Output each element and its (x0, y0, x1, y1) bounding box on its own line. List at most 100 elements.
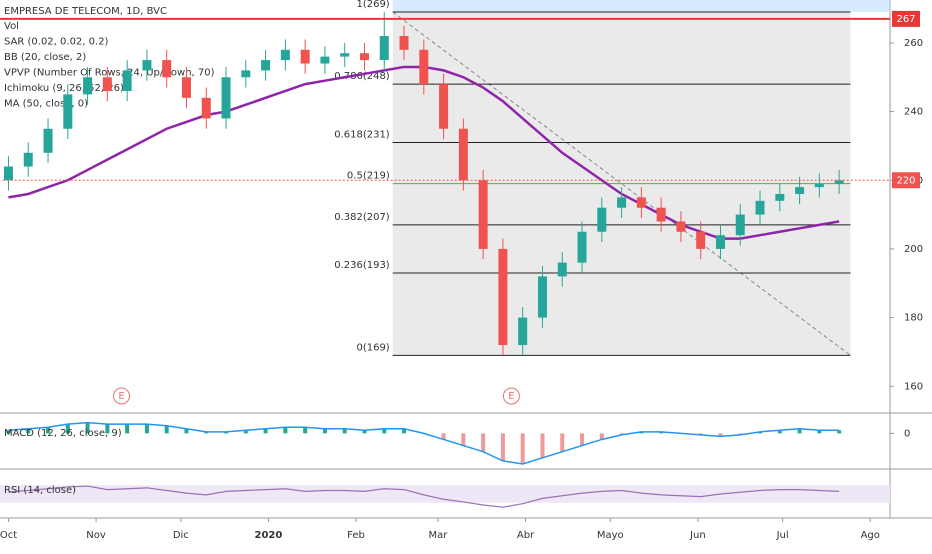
x-tick-label: Abr (517, 530, 535, 541)
candle-body (23, 152, 33, 167)
macd-bar (26, 428, 31, 434)
x-tick-label: Oct (0, 530, 17, 541)
candle-body (775, 193, 785, 201)
indicator-label: BB (20, close, 2) (4, 52, 86, 63)
x-tick-label: Dic (173, 530, 189, 541)
fib-label: 0(169) (356, 342, 389, 353)
macd-bar (599, 433, 604, 440)
macd-bar (817, 430, 822, 434)
macd-bar (382, 428, 387, 434)
macd-bar (500, 433, 505, 461)
candle-body (537, 276, 547, 318)
macd-bar (619, 433, 624, 435)
candle-body (340, 53, 350, 57)
macd-bar (283, 427, 288, 434)
macd-bar (184, 428, 189, 434)
indicator-label: SAR (0.02, 0.02, 0.2) (4, 37, 109, 48)
candle-body (478, 180, 488, 249)
candle-body (636, 197, 646, 208)
x-tick-label: Mar (428, 530, 448, 541)
macd-label: MACD (12, 26, close, 9) (4, 428, 122, 439)
candle-body (498, 248, 508, 346)
candle-body (518, 317, 528, 346)
macd-line (8, 421, 840, 465)
y-tick-label: 260 (904, 38, 923, 49)
indicator-label: Vol (4, 21, 19, 32)
macd-bar (243, 430, 248, 434)
macd-bar (520, 433, 525, 464)
candle-body (617, 197, 627, 208)
candle-body (221, 77, 231, 119)
candle-body (83, 77, 93, 95)
fib-top-zone (392, 0, 890, 13)
event-marker (502, 387, 520, 405)
candle-body (181, 77, 191, 98)
y-tick-label: 240 (904, 107, 923, 118)
macd-bar (144, 424, 149, 434)
macd-bar (125, 424, 130, 434)
fib-label: 0.382(207) (334, 212, 390, 223)
candle-body (261, 60, 271, 71)
rsi-band (0, 485, 890, 503)
macd-bar (777, 430, 782, 434)
fib-label: 0.236(193) (334, 260, 390, 271)
x-tick-label: 2020 (254, 530, 282, 541)
event-label: E (508, 391, 514, 402)
candle-body (557, 262, 567, 277)
candle-body (300, 49, 310, 64)
macd-bar (797, 428, 802, 434)
x-tick-label: Nov (86, 530, 106, 541)
x-tick-label: Mayo (597, 530, 624, 541)
candle-body (597, 207, 607, 232)
event-label: E (118, 391, 124, 402)
macd-bar (303, 427, 308, 434)
candle-body (696, 231, 706, 249)
candle-body (577, 231, 587, 263)
macd-bar (738, 433, 743, 435)
macd-bar (46, 427, 51, 434)
fib-label: 0.786(248) (334, 71, 390, 82)
price-badge (892, 10, 920, 27)
macd-bar (718, 433, 723, 437)
fib-label: 0.5(219) (347, 171, 390, 182)
candle-body (280, 49, 290, 61)
fib-label: 1(269) (356, 0, 389, 10)
price-badge-label: 220 (896, 175, 915, 186)
candle-body (755, 200, 765, 215)
candle-body (241, 70, 251, 78)
fib-label: 0.618(231) (334, 129, 390, 140)
macd-bar (224, 431, 229, 434)
macd-bar (65, 424, 70, 434)
candle-body (439, 84, 449, 129)
macd-bar (481, 433, 486, 452)
price-badge-label: 267 (896, 14, 915, 25)
y-tick-label: 200 (904, 244, 923, 255)
candle-body (656, 207, 666, 222)
rsi-label: RSI (14, close) (4, 485, 76, 496)
candle-body (735, 214, 745, 236)
indicator-label: MA (50, close, 0) (4, 99, 88, 110)
y-tick-label: 160 (904, 381, 923, 392)
candle-body (102, 77, 112, 91)
y-tick-label: 180 (904, 313, 923, 324)
candle-body (419, 49, 429, 85)
candle-body (399, 36, 409, 50)
x-tick-label: Jun (689, 530, 706, 541)
macd-bar (441, 433, 446, 440)
macd-bar (362, 430, 367, 434)
candle-body (379, 36, 389, 61)
macd-bar (204, 431, 209, 434)
macd-bar (263, 428, 268, 434)
candle-body (142, 60, 152, 71)
macd-bar (85, 422, 90, 434)
candle-body (715, 235, 725, 249)
macd-bar (698, 433, 703, 435)
indicator-label: Ichimoku (9, 26, 52, 26) (4, 83, 124, 94)
macd-bar (6, 430, 11, 434)
macd-bar (402, 428, 407, 434)
macd-bar (461, 433, 466, 446)
price-badge (892, 172, 920, 189)
candle-body (814, 183, 824, 188)
macd-bar (322, 428, 327, 434)
